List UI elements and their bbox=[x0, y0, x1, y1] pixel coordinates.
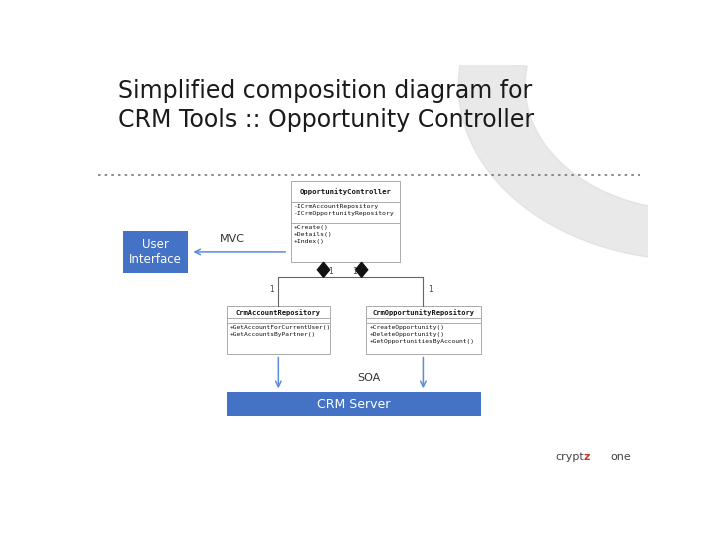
Text: 1: 1 bbox=[352, 267, 357, 275]
Text: 1: 1 bbox=[269, 285, 274, 294]
Text: OpportunityController: OpportunityController bbox=[300, 188, 391, 195]
Text: Simplified composition diagram for: Simplified composition diagram for bbox=[118, 79, 532, 103]
Text: 1: 1 bbox=[428, 285, 433, 294]
FancyBboxPatch shape bbox=[227, 306, 330, 354]
Text: CrmOpportunityRepository: CrmOpportunityRepository bbox=[372, 309, 474, 316]
Text: -ICrmAccountRepository
-ICrmOpportunityRepository: -ICrmAccountRepository -ICrmOpportunityR… bbox=[294, 204, 395, 216]
Polygon shape bbox=[356, 262, 368, 277]
Text: CRM Server: CRM Server bbox=[317, 397, 390, 410]
Text: SOA: SOA bbox=[357, 373, 381, 383]
Text: z: z bbox=[584, 452, 590, 462]
Polygon shape bbox=[318, 262, 330, 277]
FancyBboxPatch shape bbox=[227, 392, 481, 416]
Text: one: one bbox=[610, 452, 631, 462]
FancyBboxPatch shape bbox=[366, 306, 481, 354]
Text: +CreateOpportunity()
+DeleteOpportunity()
+GetOpportunitiesByAccount(): +CreateOpportunity() +DeleteOpportunity(… bbox=[369, 325, 474, 344]
Text: 1: 1 bbox=[328, 267, 333, 275]
FancyBboxPatch shape bbox=[291, 181, 400, 262]
FancyBboxPatch shape bbox=[124, 231, 188, 273]
Text: CRM Tools :: Opportunity Controller: CRM Tools :: Opportunity Controller bbox=[118, 109, 534, 132]
Text: +GetAccountForCurrentUser()
+GetAccountsByPartner(): +GetAccountForCurrentUser() +GetAccounts… bbox=[230, 325, 331, 337]
Polygon shape bbox=[459, 58, 677, 259]
Text: +Create()
+Details()
+Index(): +Create() +Details() +Index() bbox=[294, 225, 333, 244]
Text: crypt: crypt bbox=[555, 452, 584, 462]
Text: MVC: MVC bbox=[220, 234, 245, 245]
Text: CrmAccountRepository: CrmAccountRepository bbox=[236, 309, 321, 316]
Text: User
Interface: User Interface bbox=[129, 238, 182, 266]
